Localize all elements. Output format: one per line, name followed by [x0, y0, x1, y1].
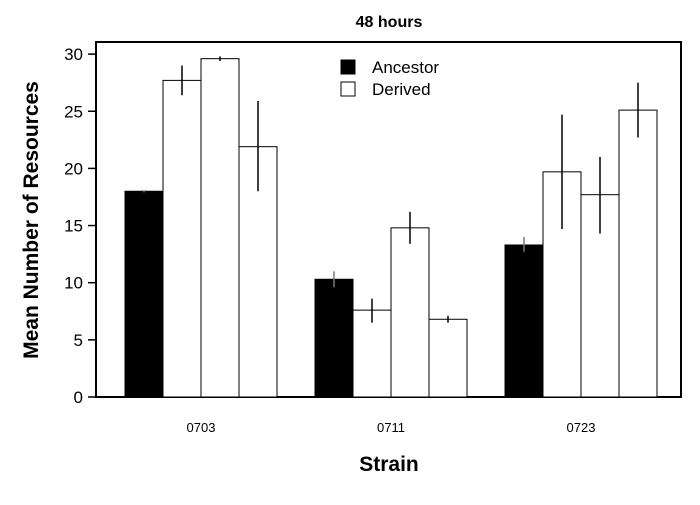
y-axis-label: Mean Number of Resources: [20, 81, 43, 359]
bar-0703-2: [162, 79, 202, 398]
x-tick-label: 0711: [377, 420, 405, 435]
legend-label: Ancestor: [372, 58, 439, 77]
y-tick-label: 0: [74, 388, 83, 407]
legend-swatch: [340, 59, 356, 75]
x-tick-label: 0703: [187, 420, 216, 435]
y-tick-label: 30: [64, 45, 83, 64]
y-axis: 0 5 10 15 20 25 30: [64, 45, 96, 407]
y-tick-label: 20: [64, 159, 83, 178]
bars-layer: [124, 56, 658, 398]
x-axis: 0703 0711 0723: [187, 420, 596, 435]
bar-0711-2: [352, 309, 392, 398]
bar-0711-1: [314, 278, 354, 398]
legend: Ancestor Derived: [340, 58, 439, 99]
bar-0711-4: [428, 318, 468, 398]
y-tick-label: 10: [64, 274, 83, 293]
y-tick-label: 15: [64, 217, 83, 236]
legend-label: Derived: [372, 80, 431, 99]
x-tick-label: 0723: [567, 420, 596, 435]
y-tick-label: 5: [74, 331, 83, 350]
bar-0723-1: [504, 244, 544, 398]
x-axis-label: Strain: [359, 453, 419, 476]
bar-0723-4: [618, 109, 658, 398]
bar-0711-3: [390, 227, 430, 398]
y-tick-label: 25: [64, 102, 83, 121]
bar-0703-1: [124, 190, 164, 398]
bar-0703-3: [200, 58, 240, 398]
chart-title: 48 hours: [356, 14, 423, 31]
legend-swatch: [340, 81, 356, 97]
